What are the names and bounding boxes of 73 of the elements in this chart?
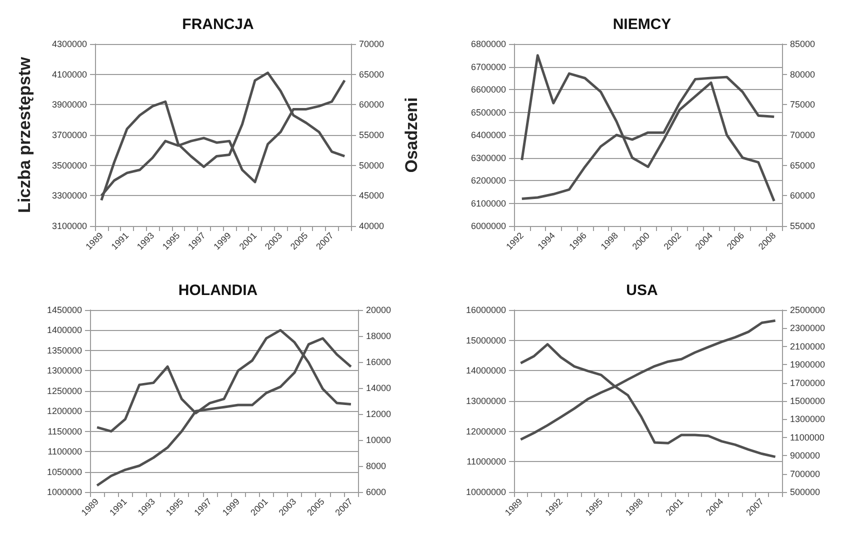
y2-tick-label: 50000 [359, 160, 384, 170]
y-tick-label: 15000000 [466, 335, 506, 346]
y2-tick-label: 60000 [790, 190, 816, 201]
y-tick-label: 1050000 [46, 466, 82, 477]
y2-tick-label: 1900000 [790, 360, 826, 370]
chart-title: NIEMCY [612, 16, 672, 33]
y2-tick-label: 6000 [366, 487, 386, 497]
y2-tick-label: 75000 [790, 100, 816, 110]
y2-tick-label: 40000 [359, 221, 384, 231]
y2-tick-label: 500000 [790, 487, 820, 497]
y-tick-label: 1250000 [46, 386, 82, 396]
y2-tick-label: 70000 [790, 130, 816, 140]
y2-tick-label: 18000 [366, 331, 392, 341]
y-tick-label: 3300000 [52, 190, 87, 201]
y-tick-label: 1200000 [46, 406, 82, 416]
y-tick-label: 13000000 [466, 396, 506, 406]
y2-tick-label: 8000 [366, 461, 386, 471]
y-tick-label: 4300000 [52, 39, 87, 49]
y-axis-title: Liczba przestępstw [15, 56, 34, 213]
y-tick-label: 6100000 [470, 198, 506, 208]
y-tick-label: 6200000 [470, 176, 506, 186]
y2-tick-label: 700000 [790, 468, 820, 479]
y2-tick-label: 1500000 [790, 396, 826, 406]
y2-tick-label: 2500000 [790, 305, 826, 315]
y2-tick-label: 70000 [359, 39, 384, 49]
y-tick-label: 3700000 [52, 130, 87, 140]
y2-tick-label: 2100000 [790, 341, 826, 352]
y-tick-label: 1400000 [46, 325, 82, 336]
y2-tick-label: 55000 [790, 221, 816, 231]
y2-tick-label: 1100000 [790, 432, 824, 442]
y2-tick-label: 65000 [359, 69, 384, 80]
y2-tick-label: 16000 [366, 357, 392, 367]
y2-tick-label: 12000 [366, 409, 392, 419]
y2-tick-label: 900000 [790, 450, 820, 461]
y-tick-label: 6700000 [470, 62, 506, 72]
y2-tick-label: 85000 [790, 39, 816, 49]
line-series [520, 54, 776, 202]
y2-tick-label: 65000 [790, 160, 816, 170]
y2-tick-label: 60000 [359, 100, 384, 110]
y2-tick-label: 20000 [366, 305, 392, 315]
y-tick-label: 16000000 [466, 305, 506, 315]
y-tick-label: 1000000 [46, 487, 82, 497]
y2-tick-label: 1300000 [790, 414, 826, 424]
y2-tick-label: 2300000 [790, 323, 826, 334]
y2-tick-label: 45000 [359, 190, 384, 201]
y-tick-label: 6300000 [470, 152, 506, 163]
y-tick-label: 1100000 [48, 446, 82, 457]
y-tick-label: 6600000 [470, 84, 506, 94]
y-tick-label: 3500000 [52, 160, 87, 170]
y-tick-label: 6800000 [470, 39, 506, 49]
y-tick-label: 14000000 [466, 366, 506, 376]
chart-title: USA [626, 282, 658, 299]
y2-tick-label: 55000 [359, 130, 384, 140]
chart-title: HOLANDIA [178, 282, 258, 299]
y-tick-label: 3100000 [52, 221, 87, 231]
y2-tick-label: 80000 [790, 69, 816, 80]
y-tick-label: 3900000 [52, 100, 87, 110]
y2-tick-label: 10000 [366, 435, 392, 445]
y-tick-label: 4100000 [52, 69, 87, 80]
y-tick-label: 1450000 [46, 305, 82, 315]
y-tick-label: 1150000 [48, 426, 82, 436]
y-tick-label: 11000000 [466, 456, 506, 467]
y2-axis-title: Osadzeni [402, 97, 421, 173]
y2-tick-label: 1700000 [790, 378, 826, 388]
y-tick-label: 6500000 [470, 107, 506, 118]
y-tick-label: 1300000 [46, 366, 82, 376]
y-tick-label: 12000000 [466, 426, 506, 436]
y2-tick-label: 14000 [366, 383, 392, 393]
y-tick-label: 6000000 [470, 221, 506, 231]
y-tick-label: 10000000 [466, 487, 506, 497]
y-tick-label: 6400000 [470, 130, 506, 140]
y-tick-label: 1350000 [46, 345, 82, 356]
chart-title: FRANCJA [182, 16, 254, 33]
